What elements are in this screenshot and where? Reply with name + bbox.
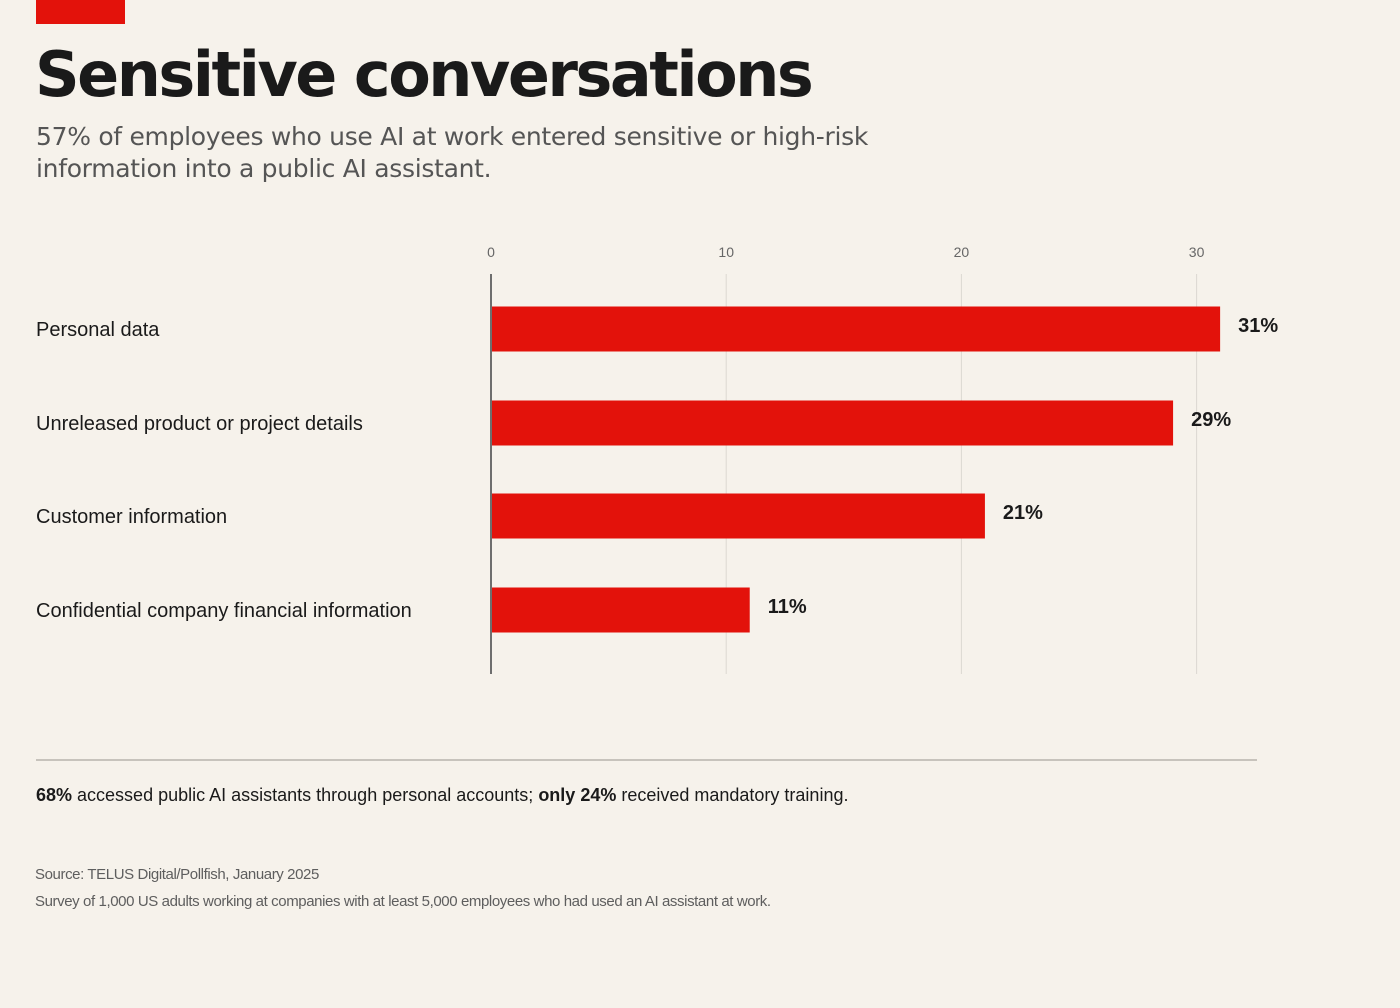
category-label: Customer information [36,506,227,528]
category-label: Confidential company financial informati… [36,600,412,622]
footnote-summary: 68% accessed public AI assistants throug… [36,783,848,807]
label-layer: 31% 29% 21% 11% [768,315,1279,618]
value-label: 11% [768,596,807,618]
value-label: 29% [1191,409,1231,431]
chart-subtitle: 57% of employees who use AI at work ente… [36,122,868,183]
x-tick-label: 0 [487,244,495,260]
value-label: 21% [1003,502,1043,524]
bar-4 [491,587,750,633]
x-tick-label: 10 [718,244,734,260]
x-tick-label: 20 [954,244,970,260]
category-layer: Personal data Unreleased product or proje… [36,319,412,622]
bar-2 [491,400,1174,446]
chart-title: Sensitive conversations [35,38,814,111]
note-text-2: received mandatory training. [616,785,849,805]
bar-chart: 0 10 20 30 Personal data Unreleased product … [36,244,1279,674]
source-note: Source: TELUS Digital/Pollfish, January … [35,866,319,883]
bar-1 [491,306,1221,352]
bar-3 [491,493,985,539]
stat-personal-accounts: 68% [36,785,73,805]
tick-layer: 0 10 20 30 [487,244,1204,260]
value-label: 31% [1238,315,1278,337]
category-label: Personal data [36,319,160,341]
note-text-1: accessed public AI assistants through pe… [72,785,539,805]
x-tick-label: 30 [1189,244,1205,260]
accent-bar [36,0,125,24]
bar-layer [491,306,1221,633]
survey-note: Survey of 1,000 US adults working at com… [35,893,771,910]
divider [36,759,1257,761]
category-label: Unreleased product or project details [36,413,363,435]
stat-mandatory-training: only 24% [538,785,617,805]
